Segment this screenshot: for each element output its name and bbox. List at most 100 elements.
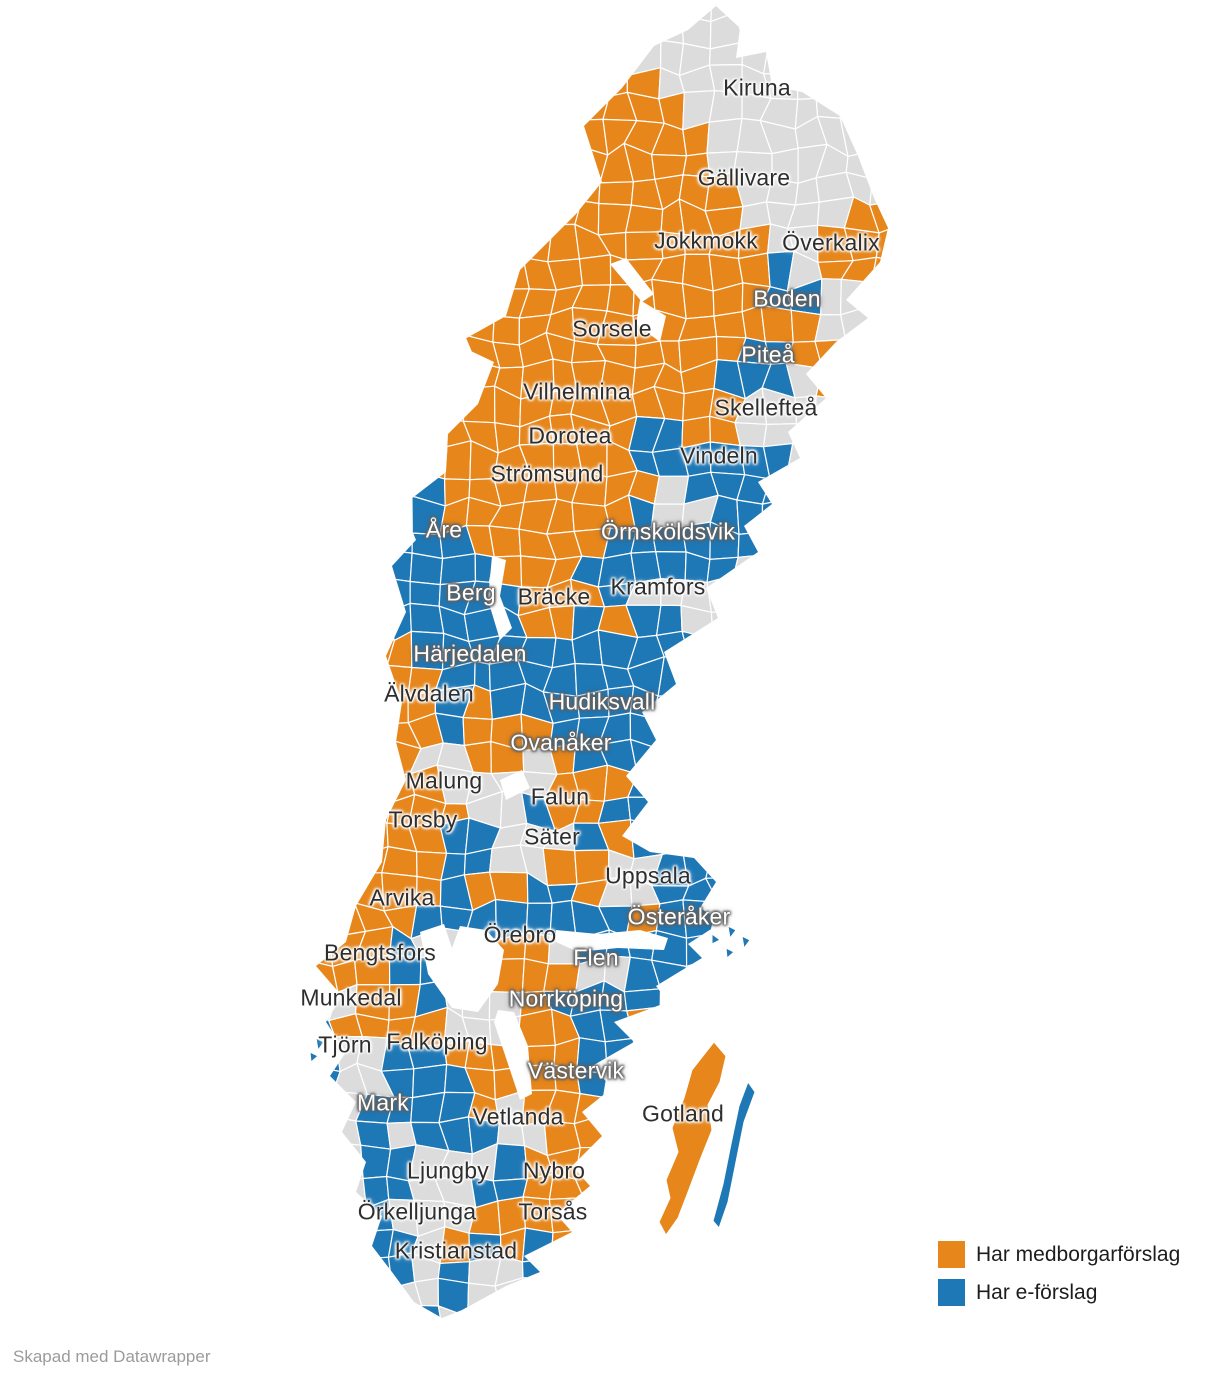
municipality-cell[interactable] [525,902,553,937]
municipality-cell[interactable] [301,932,334,968]
municipality-cell[interactable] [792,423,816,450]
municipality-cell[interactable] [706,117,743,154]
municipality-cell[interactable] [839,93,879,125]
municipality-cell[interactable] [794,395,817,425]
municipality-cell[interactable] [761,477,800,505]
municipality-cell[interactable] [462,716,493,747]
municipality-cell[interactable] [381,845,418,878]
municipality-cell[interactable] [657,656,691,697]
municipality-cell[interactable] [682,899,719,939]
municipality-cell[interactable] [650,694,691,719]
island-skerry[interactable] [309,1051,319,1064]
island-skerry[interactable] [713,909,723,924]
municipality-cell[interactable] [384,1304,423,1344]
island-skerry[interactable] [727,925,737,940]
island-oland[interactable] [712,1080,756,1229]
municipality-cell[interactable] [578,254,612,286]
municipality-cell[interactable] [416,875,442,907]
municipality-cell[interactable] [571,118,609,156]
municipality-cell[interactable] [409,602,445,635]
municipality-cell[interactable] [464,1040,495,1072]
municipality-cell[interactable] [522,1173,554,1200]
municipality-cell[interactable] [574,849,610,885]
municipality-cell[interactable] [462,385,496,424]
municipality-cell[interactable] [574,1146,611,1180]
municipality-cell[interactable] [388,954,422,986]
island-skerry[interactable] [741,935,751,950]
municipality-cell[interactable] [492,1143,529,1182]
municipality-cell[interactable] [439,553,477,586]
municipality-cell[interactable] [548,1197,585,1234]
municipality-cell[interactable] [489,871,529,904]
municipality-cell[interactable] [382,529,413,554]
municipality-cell[interactable] [653,475,690,505]
municipality-cell[interactable] [820,278,842,316]
municipality-cell[interactable] [310,1035,341,1073]
municipality-cell[interactable] [542,847,578,887]
municipality-cell[interactable] [760,304,794,343]
municipality-cell[interactable] [492,315,521,346]
municipality-cell[interactable] [354,954,391,986]
municipality-cell[interactable] [607,69,629,97]
municipality-cell[interactable] [410,630,445,671]
municipality-cell[interactable] [551,637,576,669]
municipality-cell[interactable] [521,1258,556,1280]
municipality-cell[interactable] [705,851,741,879]
municipality-cell[interactable] [547,223,581,263]
island-skerry[interactable] [725,947,735,960]
municipality-cell[interactable] [785,442,821,479]
municipality-cell[interactable] [815,97,841,119]
municipality-cell[interactable] [381,693,409,725]
municipality-cell[interactable] [626,1006,661,1041]
municipality-cell[interactable] [737,252,771,288]
municipality-cell[interactable] [869,173,903,206]
municipality-mosaic[interactable] [301,0,904,1344]
municipality-cell[interactable] [360,1256,393,1289]
island-skerry[interactable] [711,933,721,945]
municipality-cell[interactable] [650,525,687,553]
municipality-cell[interactable] [578,179,601,205]
municipality-cell[interactable] [627,764,666,799]
municipality-cell[interactable] [550,1229,581,1260]
municipality-cell[interactable] [629,738,666,775]
municipality-cell[interactable] [655,604,683,637]
municipality-cell[interactable] [765,177,799,206]
municipality-cell[interactable] [708,90,743,123]
municipality-cell[interactable] [706,574,735,613]
municipality-cell[interactable] [361,1198,394,1233]
municipality-cell[interactable] [326,1141,364,1183]
municipality-cell[interactable] [870,256,905,292]
municipality-cell[interactable] [705,876,746,913]
municipality-cell[interactable] [522,1196,554,1234]
municipality-cell[interactable] [467,1282,501,1318]
municipality-cell[interactable] [382,549,413,583]
municipality-cell[interactable] [523,470,558,503]
municipality-cell[interactable] [549,717,581,749]
municipality-cell[interactable] [521,1227,554,1263]
municipality-cell[interactable] [438,388,466,422]
municipality-cell[interactable] [734,422,768,448]
municipality-cell[interactable] [522,1277,558,1318]
municipality-cell[interactable] [682,152,711,178]
municipality-cell[interactable] [771,147,799,184]
municipality-cell[interactable] [381,872,418,912]
municipality-cell[interactable] [327,1177,367,1209]
municipality-cell[interactable] [306,1065,341,1103]
island-gotland[interactable] [658,1041,727,1236]
municipality-cell[interactable] [681,630,716,661]
municipality-cell[interactable] [815,361,845,400]
municipality-cell[interactable] [710,610,735,640]
municipality-cell[interactable] [650,503,685,528]
municipality-cell[interactable] [489,257,530,290]
municipality-cell[interactable] [444,440,472,481]
municipality-cell[interactable] [654,14,685,45]
municipality-cell[interactable] [604,1037,635,1075]
municipality-cell[interactable] [439,1226,471,1265]
municipality-cell[interactable] [573,1092,605,1125]
municipality-cell[interactable] [796,70,822,101]
municipality-cell[interactable] [381,664,413,697]
municipality-cell[interactable] [709,441,746,476]
municipality-cell[interactable] [655,550,687,581]
municipality-cell[interactable] [737,531,763,558]
